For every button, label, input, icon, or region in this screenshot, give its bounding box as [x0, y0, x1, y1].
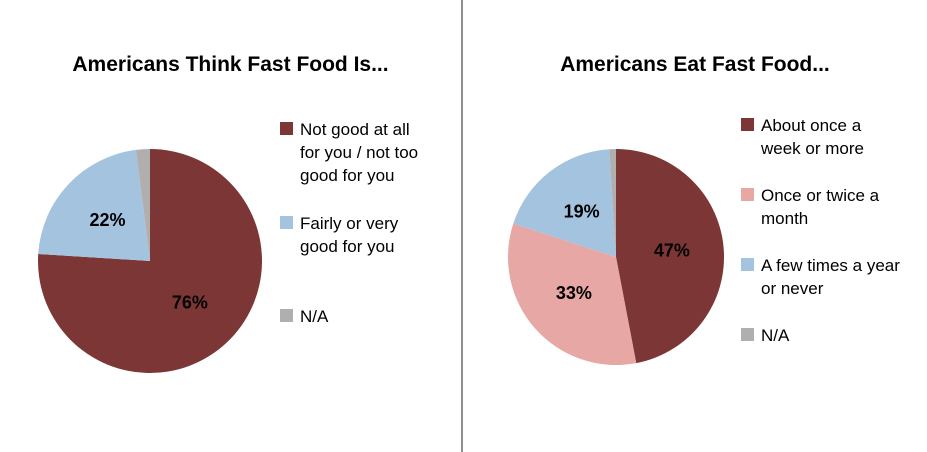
- legend: Not good at all for you / not too good for…: [280, 118, 418, 328]
- slice-percentage-label: 19%: [564, 201, 600, 221]
- pie-chart: 76% 22%: [37, 149, 262, 373]
- legend-label: Not good at all for you / not too good for…: [300, 120, 419, 185]
- legend-label: Fairly or very good for you: [300, 214, 399, 256]
- legend-item: Fairly or very good for you: [280, 212, 418, 258]
- legend-item: About once a week or more: [741, 114, 900, 160]
- legend-item: N/A: [280, 305, 418, 328]
- legend-item: N/A: [741, 324, 900, 347]
- legend-swatch: [280, 309, 293, 322]
- pie-slice: [513, 149, 616, 257]
- legend-swatch: [280, 216, 293, 229]
- legend-label: Once or twice a month: [761, 186, 880, 228]
- legend-swatch: [280, 122, 293, 135]
- legend-swatch: [741, 188, 754, 201]
- slice-percentage-label: 76%: [172, 292, 208, 312]
- legend-item: A few times a year or never: [741, 254, 900, 300]
- chart-panel-eat-fast-food: Americans Eat Fast Food... 47% 33% 19% Abo…: [463, 0, 927, 452]
- pie-slice: [135, 149, 150, 261]
- legend-item: Not good at all for you / not too good for…: [280, 118, 418, 187]
- legend-label: A few times a year or never: [761, 256, 900, 298]
- panel-divider: [461, 0, 463, 452]
- pie-slice: [38, 149, 150, 261]
- chart-title: Americans Think Fast Food Is...: [72, 53, 389, 76]
- slice-percentage-label: 22%: [89, 210, 125, 230]
- chart-panel-think-fast-food: Americans Think Fast Food Is... 76% 22% N…: [0, 0, 461, 452]
- legend-swatch: [741, 328, 754, 341]
- legend-label: About once a week or more: [761, 116, 864, 158]
- legend-item: Once or twice a month: [741, 184, 900, 230]
- slice-percentage-label: 47%: [654, 240, 690, 260]
- legend-label: N/A: [761, 326, 790, 345]
- pie-slice: [37, 149, 262, 373]
- pie-chart: 47% 33% 19%: [508, 148, 725, 366]
- pie-slice: [616, 149, 725, 364]
- legend-label: N/A: [300, 307, 329, 326]
- slice-percentage-label: 33%: [556, 283, 592, 303]
- chart-title: Americans Eat Fast Food...: [560, 53, 830, 76]
- pie-slice: [508, 223, 637, 366]
- legend-swatch: [741, 258, 754, 271]
- legend-swatch: [741, 118, 754, 131]
- pie-slice: [609, 148, 616, 257]
